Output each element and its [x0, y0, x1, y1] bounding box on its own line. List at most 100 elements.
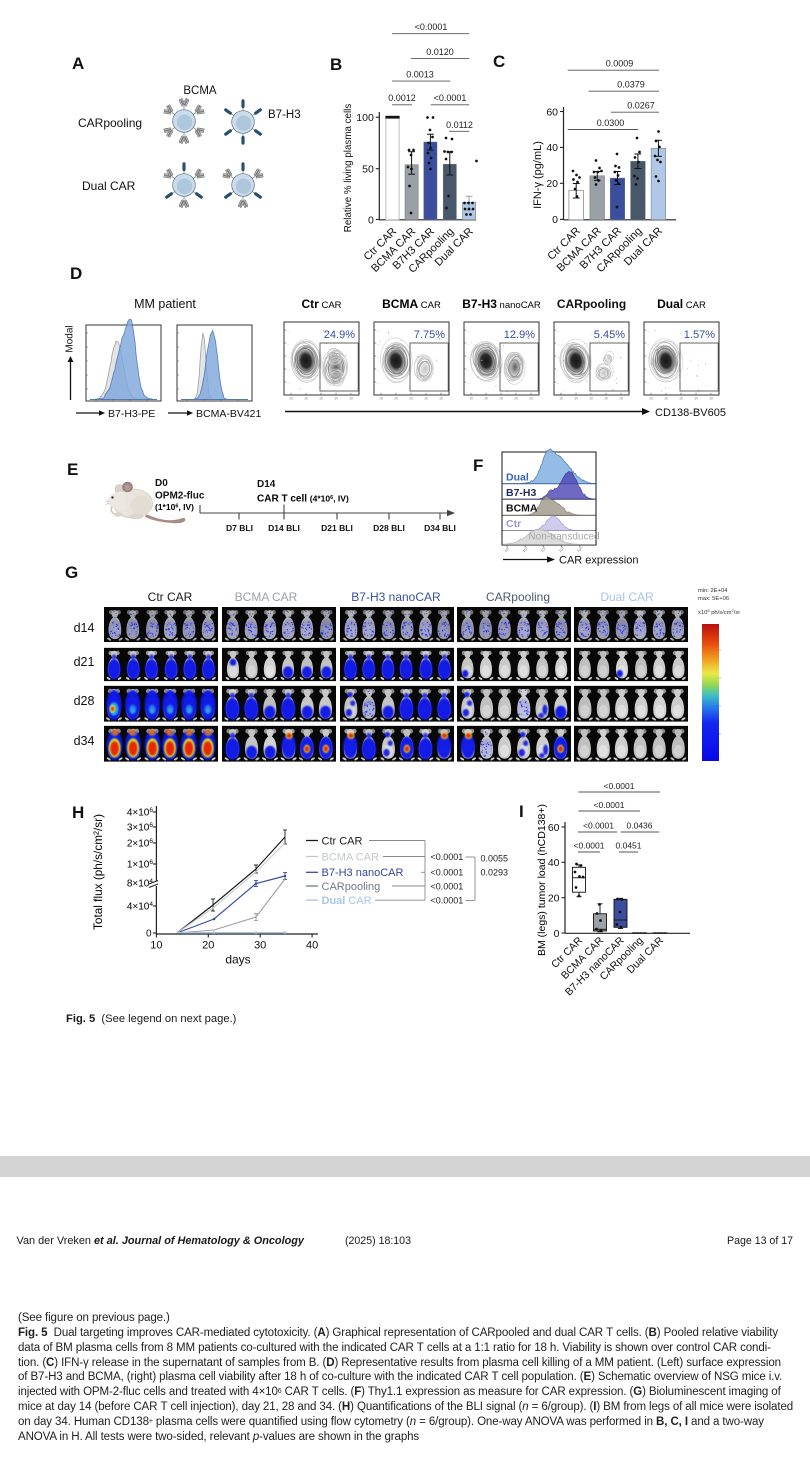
svg-text:—: —: [377, 369, 380, 372]
svg-text:D: D: [70, 264, 82, 283]
svg-text:CARpooling: CARpooling: [486, 590, 550, 604]
svg-text:<0.0001: <0.0001: [594, 800, 625, 810]
svg-text:20: 20: [546, 178, 558, 190]
svg-text:10: 10: [679, 397, 683, 401]
svg-text:BCMA CAR: BCMA CAR: [235, 590, 298, 604]
svg-text:0.0379: 0.0379: [617, 80, 645, 90]
svg-text:60: 60: [546, 106, 558, 118]
svg-text:—: —: [647, 343, 650, 346]
svg-text:—: —: [557, 382, 560, 385]
svg-text:100: 100: [503, 545, 511, 553]
svg-text:4×104: 4×104: [127, 901, 154, 913]
svg-text:0.0055: 0.0055: [481, 854, 509, 864]
svg-text:7.75%: 7.75%: [414, 329, 445, 341]
svg-text:Modal: Modal: [65, 325, 76, 352]
svg-text:—: —: [557, 343, 560, 346]
svg-text:d14: d14: [74, 621, 95, 635]
svg-text:10: 10: [664, 397, 668, 401]
svg-text:101: 101: [521, 545, 529, 553]
svg-text:B7-H3 nanoCAR: B7-H3 nanoCAR: [322, 867, 404, 879]
svg-text:10: 10: [574, 397, 578, 401]
svg-text:CARpooling: CARpooling: [557, 297, 626, 311]
svg-text:0: 0: [368, 214, 374, 226]
svg-text:1×106: 1×106: [127, 859, 154, 871]
svg-text:50: 50: [362, 164, 374, 176]
svg-text:—: —: [287, 382, 290, 385]
svg-text:10: 10: [529, 397, 533, 401]
svg-text:10: 10: [289, 397, 293, 401]
svg-text:10: 10: [409, 397, 413, 401]
svg-text:—: —: [647, 330, 650, 333]
svg-text:3×106: 3×106: [127, 822, 154, 834]
svg-text:10: 10: [604, 397, 608, 401]
svg-text:IFN-γ (pg/mL): IFN-γ (pg/mL): [532, 141, 544, 209]
svg-text:104: 104: [576, 545, 584, 553]
svg-text:Relative % living plasma cells: Relative % living plasma cells: [343, 104, 354, 233]
svg-text:D14: D14: [257, 479, 276, 490]
svg-text:—: —: [287, 343, 290, 346]
svg-text:—: —: [287, 356, 290, 359]
svg-text:—: —: [647, 356, 650, 359]
svg-text:<0.0001: <0.0001: [415, 22, 448, 32]
svg-text:10: 10: [694, 397, 698, 401]
svg-text:—: —: [647, 382, 650, 385]
svg-text:5.45%: 5.45%: [594, 329, 625, 341]
svg-text:F: F: [473, 456, 483, 475]
svg-text:12.9%: 12.9%: [504, 329, 535, 341]
svg-text:C: C: [493, 52, 505, 71]
svg-text:D14 BLI: D14 BLI: [268, 523, 300, 533]
svg-text:0.0451: 0.0451: [616, 841, 642, 851]
svg-text:8×104: 8×104: [127, 878, 154, 890]
svg-text:10: 10: [499, 397, 503, 401]
svg-text:—: —: [467, 356, 470, 359]
svg-text:0.0120: 0.0120: [426, 47, 454, 57]
svg-text:10: 10: [150, 940, 162, 952]
svg-text:BCMA: BCMA: [183, 85, 217, 97]
svg-text:CAR expression: CAR expression: [559, 555, 638, 567]
svg-text:max: 5E+06: max: 5E+06: [698, 596, 729, 602]
svg-text:40: 40: [548, 857, 560, 869]
svg-text:A: A: [72, 54, 84, 73]
svg-text:—: —: [287, 369, 290, 372]
svg-text:BCMA CAR: BCMA CAR: [382, 297, 441, 311]
svg-text:<0.0001: <0.0001: [574, 841, 605, 851]
svg-text:2×106: 2×106: [127, 838, 154, 850]
svg-text:Ctr CAR: Ctr CAR: [301, 297, 341, 311]
svg-text:20: 20: [202, 940, 214, 952]
svg-text:CD138-BV605: CD138-BV605: [655, 407, 726, 419]
svg-text:0.0267: 0.0267: [627, 101, 655, 111]
svg-text:0: 0: [554, 928, 560, 940]
svg-text:B: B: [330, 55, 342, 74]
svg-text:40: 40: [546, 142, 558, 154]
svg-text:E: E: [67, 460, 78, 479]
svg-text:BCMA-BV421: BCMA-BV421: [196, 408, 262, 420]
svg-text:40: 40: [306, 940, 318, 952]
svg-text:Ctr: Ctr: [506, 518, 521, 530]
svg-text:—: —: [377, 330, 380, 333]
svg-text:10: 10: [424, 397, 428, 401]
svg-text:—: —: [557, 356, 560, 359]
svg-text:(1*106, IV): (1*106, IV): [155, 502, 194, 512]
svg-text:10: 10: [559, 397, 563, 401]
svg-text:10: 10: [484, 397, 488, 401]
svg-text:<0.0001: <0.0001: [431, 852, 464, 862]
svg-text:Dual: Dual: [506, 472, 529, 484]
svg-text:24.9%: 24.9%: [324, 329, 355, 341]
svg-text:0.0112: 0.0112: [446, 120, 473, 130]
svg-text:10: 10: [379, 397, 383, 401]
svg-text:Ctr CAR: Ctr CAR: [148, 590, 193, 604]
svg-text:—: —: [467, 382, 470, 385]
svg-text:D28 BLI: D28 BLI: [373, 523, 405, 533]
svg-text:G: G: [65, 563, 78, 582]
svg-text:Non-transduced: Non-transduced: [528, 532, 599, 543]
svg-text:Dual CAR: Dual CAR: [600, 590, 654, 604]
svg-text:x106 ph/s/cm2/sr: x106 ph/s/cm2/sr: [698, 608, 740, 616]
svg-text:BCMA: BCMA: [506, 503, 538, 515]
svg-text:BM (legs) tumor load (hCD138+): BM (legs) tumor load (hCD138+): [536, 804, 548, 956]
svg-text:0: 0: [552, 214, 558, 226]
svg-text:—: —: [377, 382, 380, 385]
svg-text:—: —: [377, 356, 380, 359]
svg-text:10: 10: [514, 397, 518, 401]
svg-text:H: H: [72, 803, 84, 822]
svg-text:10: 10: [619, 397, 623, 401]
